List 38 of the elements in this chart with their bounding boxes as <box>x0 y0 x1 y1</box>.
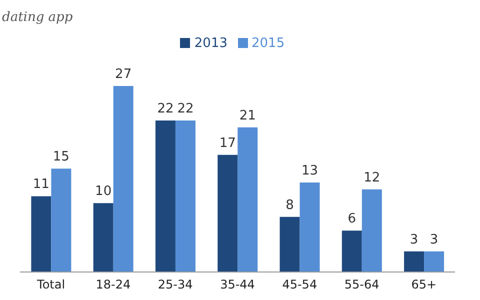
bar <box>300 182 320 272</box>
x-tick-label: 65+ <box>411 278 437 292</box>
data-label: 22 <box>177 101 194 116</box>
bar <box>175 120 196 272</box>
x-tick-label: Total <box>36 278 66 292</box>
data-label: 12 <box>364 170 380 186</box>
data-label: 10 <box>95 184 112 200</box>
bar <box>238 127 258 272</box>
x-tick-label: 18-24 <box>96 278 131 292</box>
legend-label: 2015 <box>252 36 285 51</box>
bar <box>113 86 134 272</box>
bar <box>280 216 300 272</box>
bar <box>362 189 382 272</box>
data-label: 8 <box>286 198 294 213</box>
data-label: 27 <box>115 67 132 82</box>
data-label: 22 <box>157 101 174 116</box>
bar <box>342 230 362 272</box>
x-tick-label: 25-34 <box>158 278 193 292</box>
x-tick-label: 35-44 <box>220 278 255 292</box>
data-label: 17 <box>219 136 236 151</box>
bar <box>93 203 114 272</box>
bar <box>51 168 72 272</box>
bar <box>424 251 444 272</box>
chart-title: dating app <box>2 10 73 25</box>
bar <box>31 196 52 272</box>
data-label: 3 <box>430 232 438 248</box>
data-label: 21 <box>239 108 256 124</box>
x-tick-label: 55-64 <box>344 278 380 292</box>
data-label: 13 <box>301 163 318 178</box>
bar <box>218 154 238 272</box>
data-label: 11 <box>32 177 50 192</box>
bar <box>404 251 424 272</box>
legend-label: 2013 <box>194 36 228 51</box>
data-label: 6 <box>348 212 356 227</box>
bar <box>155 120 176 272</box>
data-label: 3 <box>410 232 418 248</box>
x-tick-label: 45-54 <box>282 278 318 292</box>
data-label: 15 <box>52 150 70 165</box>
